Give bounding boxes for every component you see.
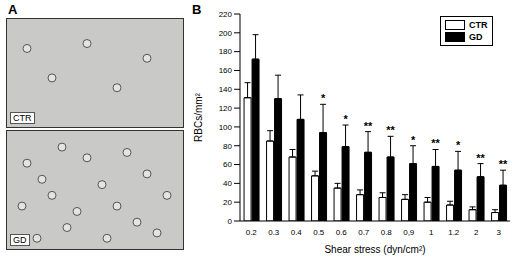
svg-text:*: * [321,92,326,104]
svg-text:**: ** [499,158,508,170]
svg-text:Shear stress (dyn/cm²): Shear stress (dyn/cm²) [324,244,425,255]
html-text:B: B [192,2,202,17]
svg-text:180: 180 [219,47,233,56]
svg-text:0.2: 0.2 [246,228,258,237]
svg-text:20: 20 [223,198,232,207]
svg-text:1: 1 [429,228,434,237]
svg-text:220: 220 [219,10,233,19]
svg-text:80: 80 [223,142,232,151]
svg-text:0.6: 0.6 [336,228,348,237]
html-text:GD: GD [13,235,27,245]
svg-text:100: 100 [219,123,233,132]
svg-text:**: ** [476,152,485,164]
svg-text:**: ** [364,120,373,132]
svg-text:0.4: 0.4 [291,228,303,237]
svg-text:2: 2 [474,228,479,237]
svg-text:40: 40 [223,179,232,188]
svg-text:0.8: 0.8 [381,228,393,237]
svg-text:3: 3 [497,228,502,237]
svg-text:**: ** [431,137,440,149]
svg-text:0.3: 0.3 [268,228,280,237]
svg-text:60: 60 [223,160,232,169]
svg-text:*: * [456,139,461,151]
svg-text:*: * [343,113,348,125]
svg-text:160: 160 [219,66,233,75]
svg-text:*: * [411,134,416,146]
svg-text:RBCs/mm²: RBCs/mm² [193,92,204,142]
svg-text:1.2: 1.2 [448,228,460,237]
svg-text:0: 0 [228,217,233,226]
svg-text:120: 120 [219,104,233,113]
html-text:A: A [8,2,18,17]
svg-text:0,9: 0,9 [403,228,415,237]
html-text:GD: GD [469,32,483,42]
html-text:CTR: CTR [469,20,488,30]
svg-text:**: ** [386,124,395,136]
svg-text:140: 140 [219,85,233,94]
svg-text:200: 200 [219,29,233,38]
html-text:CTR: CTR [13,113,32,123]
svg-text:0.5: 0.5 [313,228,325,237]
svg-text:0.7: 0.7 [358,228,370,237]
